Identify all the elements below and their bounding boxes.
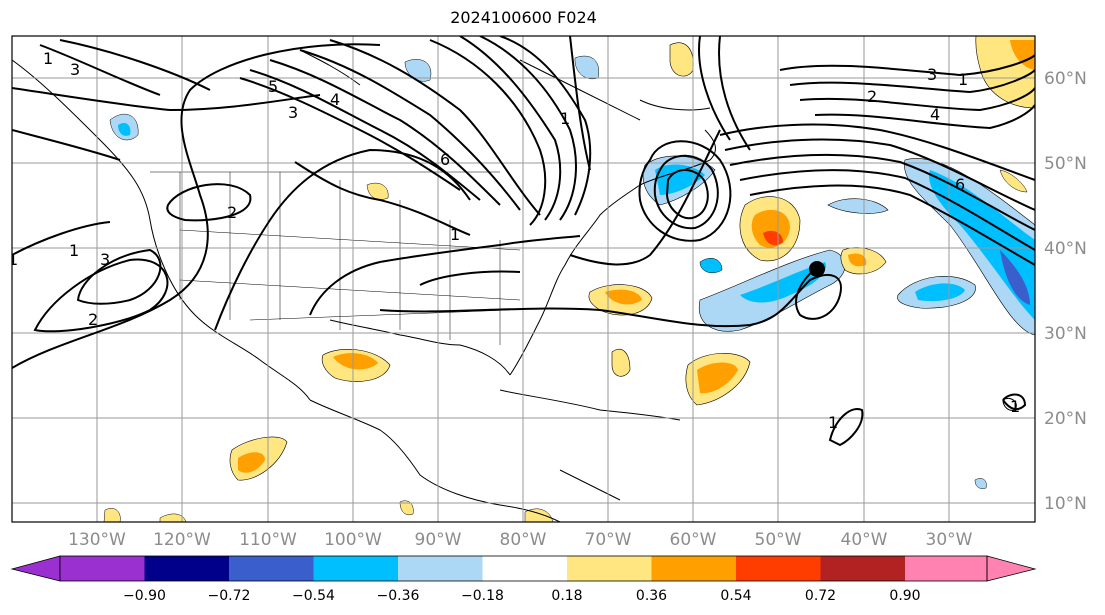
lon-label: 40°W — [841, 530, 888, 550]
colorbar-tick-label: 0.36 — [636, 588, 667, 604]
contour-label: 2 — [88, 310, 98, 329]
longitude-labels: 130°W 120°W 110°W 100°W 90°W 80°W 70°W 6… — [68, 530, 973, 550]
contour-label: 3 — [927, 65, 937, 84]
lon-label: 30°W — [926, 530, 973, 550]
colorbar-segment — [60, 556, 145, 581]
state-borders — [150, 171, 521, 345]
lon-label: 100°W — [324, 530, 382, 550]
contour-label-group: 1 1 2 3 2 3 3 5 4 6 1 1 3 1 2 4 6 1 1 1 — [8, 49, 1020, 432]
colorbar-tick-label: −0.18 — [461, 588, 504, 604]
contour-label: 6 — [440, 150, 450, 169]
colorbar-tick-label: −0.36 — [377, 588, 420, 604]
colorbar-tick-label: −0.72 — [208, 588, 251, 604]
contour-label: 1 — [1010, 397, 1020, 416]
colorbar-segment — [482, 556, 567, 581]
colorbar-tick-label: −0.54 — [292, 588, 335, 604]
colorbar-segment — [313, 556, 398, 581]
lat-label: 40°N — [1044, 239, 1087, 259]
map-frame — [11, 35, 1036, 523]
colorbar-extend-max — [986, 555, 1037, 582]
contour-label: 1 — [69, 241, 79, 260]
colorbar-tick-label: 0.90 — [889, 588, 920, 604]
lon-label: 120°W — [153, 530, 211, 550]
colorbar-segment — [567, 556, 652, 581]
contour-label: 1 — [8, 250, 18, 269]
colorbar-segment — [398, 556, 483, 581]
contour-label: 2 — [867, 87, 877, 106]
colorbar-segment — [651, 556, 736, 581]
lon-label: 70°W — [585, 530, 632, 550]
shaded-regions — [103, 36, 1035, 522]
lon-label: 50°W — [755, 530, 802, 550]
contour-label: 1 — [828, 413, 838, 432]
lat-label: 50°N — [1044, 154, 1087, 174]
lat-label: 20°N — [1044, 409, 1087, 429]
contour-label: 4 — [330, 90, 340, 109]
colorbar-tick-label: 0.18 — [551, 588, 582, 604]
map-title: 2024100600 F024 — [450, 8, 597, 27]
colorbar-segment — [820, 556, 905, 581]
contour-label: 3 — [70, 60, 80, 79]
contour-label: 3 — [288, 103, 298, 122]
contour-label: 1 — [560, 109, 570, 128]
contour-label: 1 — [450, 225, 460, 244]
lon-label: 80°W — [500, 530, 547, 550]
contour-label: 3 — [100, 250, 110, 269]
colorbar-segment — [144, 556, 229, 581]
lat-label: 10°N — [1044, 494, 1087, 514]
lat-label: 60°N — [1044, 69, 1087, 89]
lon-label: 60°W — [670, 530, 717, 550]
latitude-labels: 60°N 50°N 40°N 30°N 20°N 10°N — [1044, 69, 1087, 514]
contour-lines — [12, 36, 1035, 447]
lon-label: 90°W — [415, 530, 462, 550]
colorbar-tick-label: −0.90 — [123, 588, 166, 604]
contour-label: 2 — [227, 203, 237, 222]
contour-label: 1 — [43, 49, 53, 68]
contour-label: 6 — [955, 175, 965, 194]
lon-label: 130°W — [68, 530, 126, 550]
colorbar-tick-label: 0.54 — [720, 588, 751, 604]
storm-center-marker — [809, 261, 825, 277]
colorbar: −0.90 −0.72 −0.54 −0.36 −0.18 0.18 0.36 … — [10, 555, 1037, 604]
contour-label: 1 — [958, 70, 968, 89]
colorbar-segment — [229, 556, 314, 581]
colorbar-segment — [905, 556, 987, 581]
colorbar-extend-min — [10, 555, 61, 582]
contour-label: 4 — [930, 105, 940, 124]
lat-label: 30°N — [1044, 324, 1087, 344]
colorbar-tick-label: 0.72 — [805, 588, 836, 604]
colorbar-segment — [736, 556, 821, 581]
coastlines — [12, 49, 1017, 522]
contour-label: 5 — [268, 77, 278, 96]
lon-label: 110°W — [239, 530, 297, 550]
